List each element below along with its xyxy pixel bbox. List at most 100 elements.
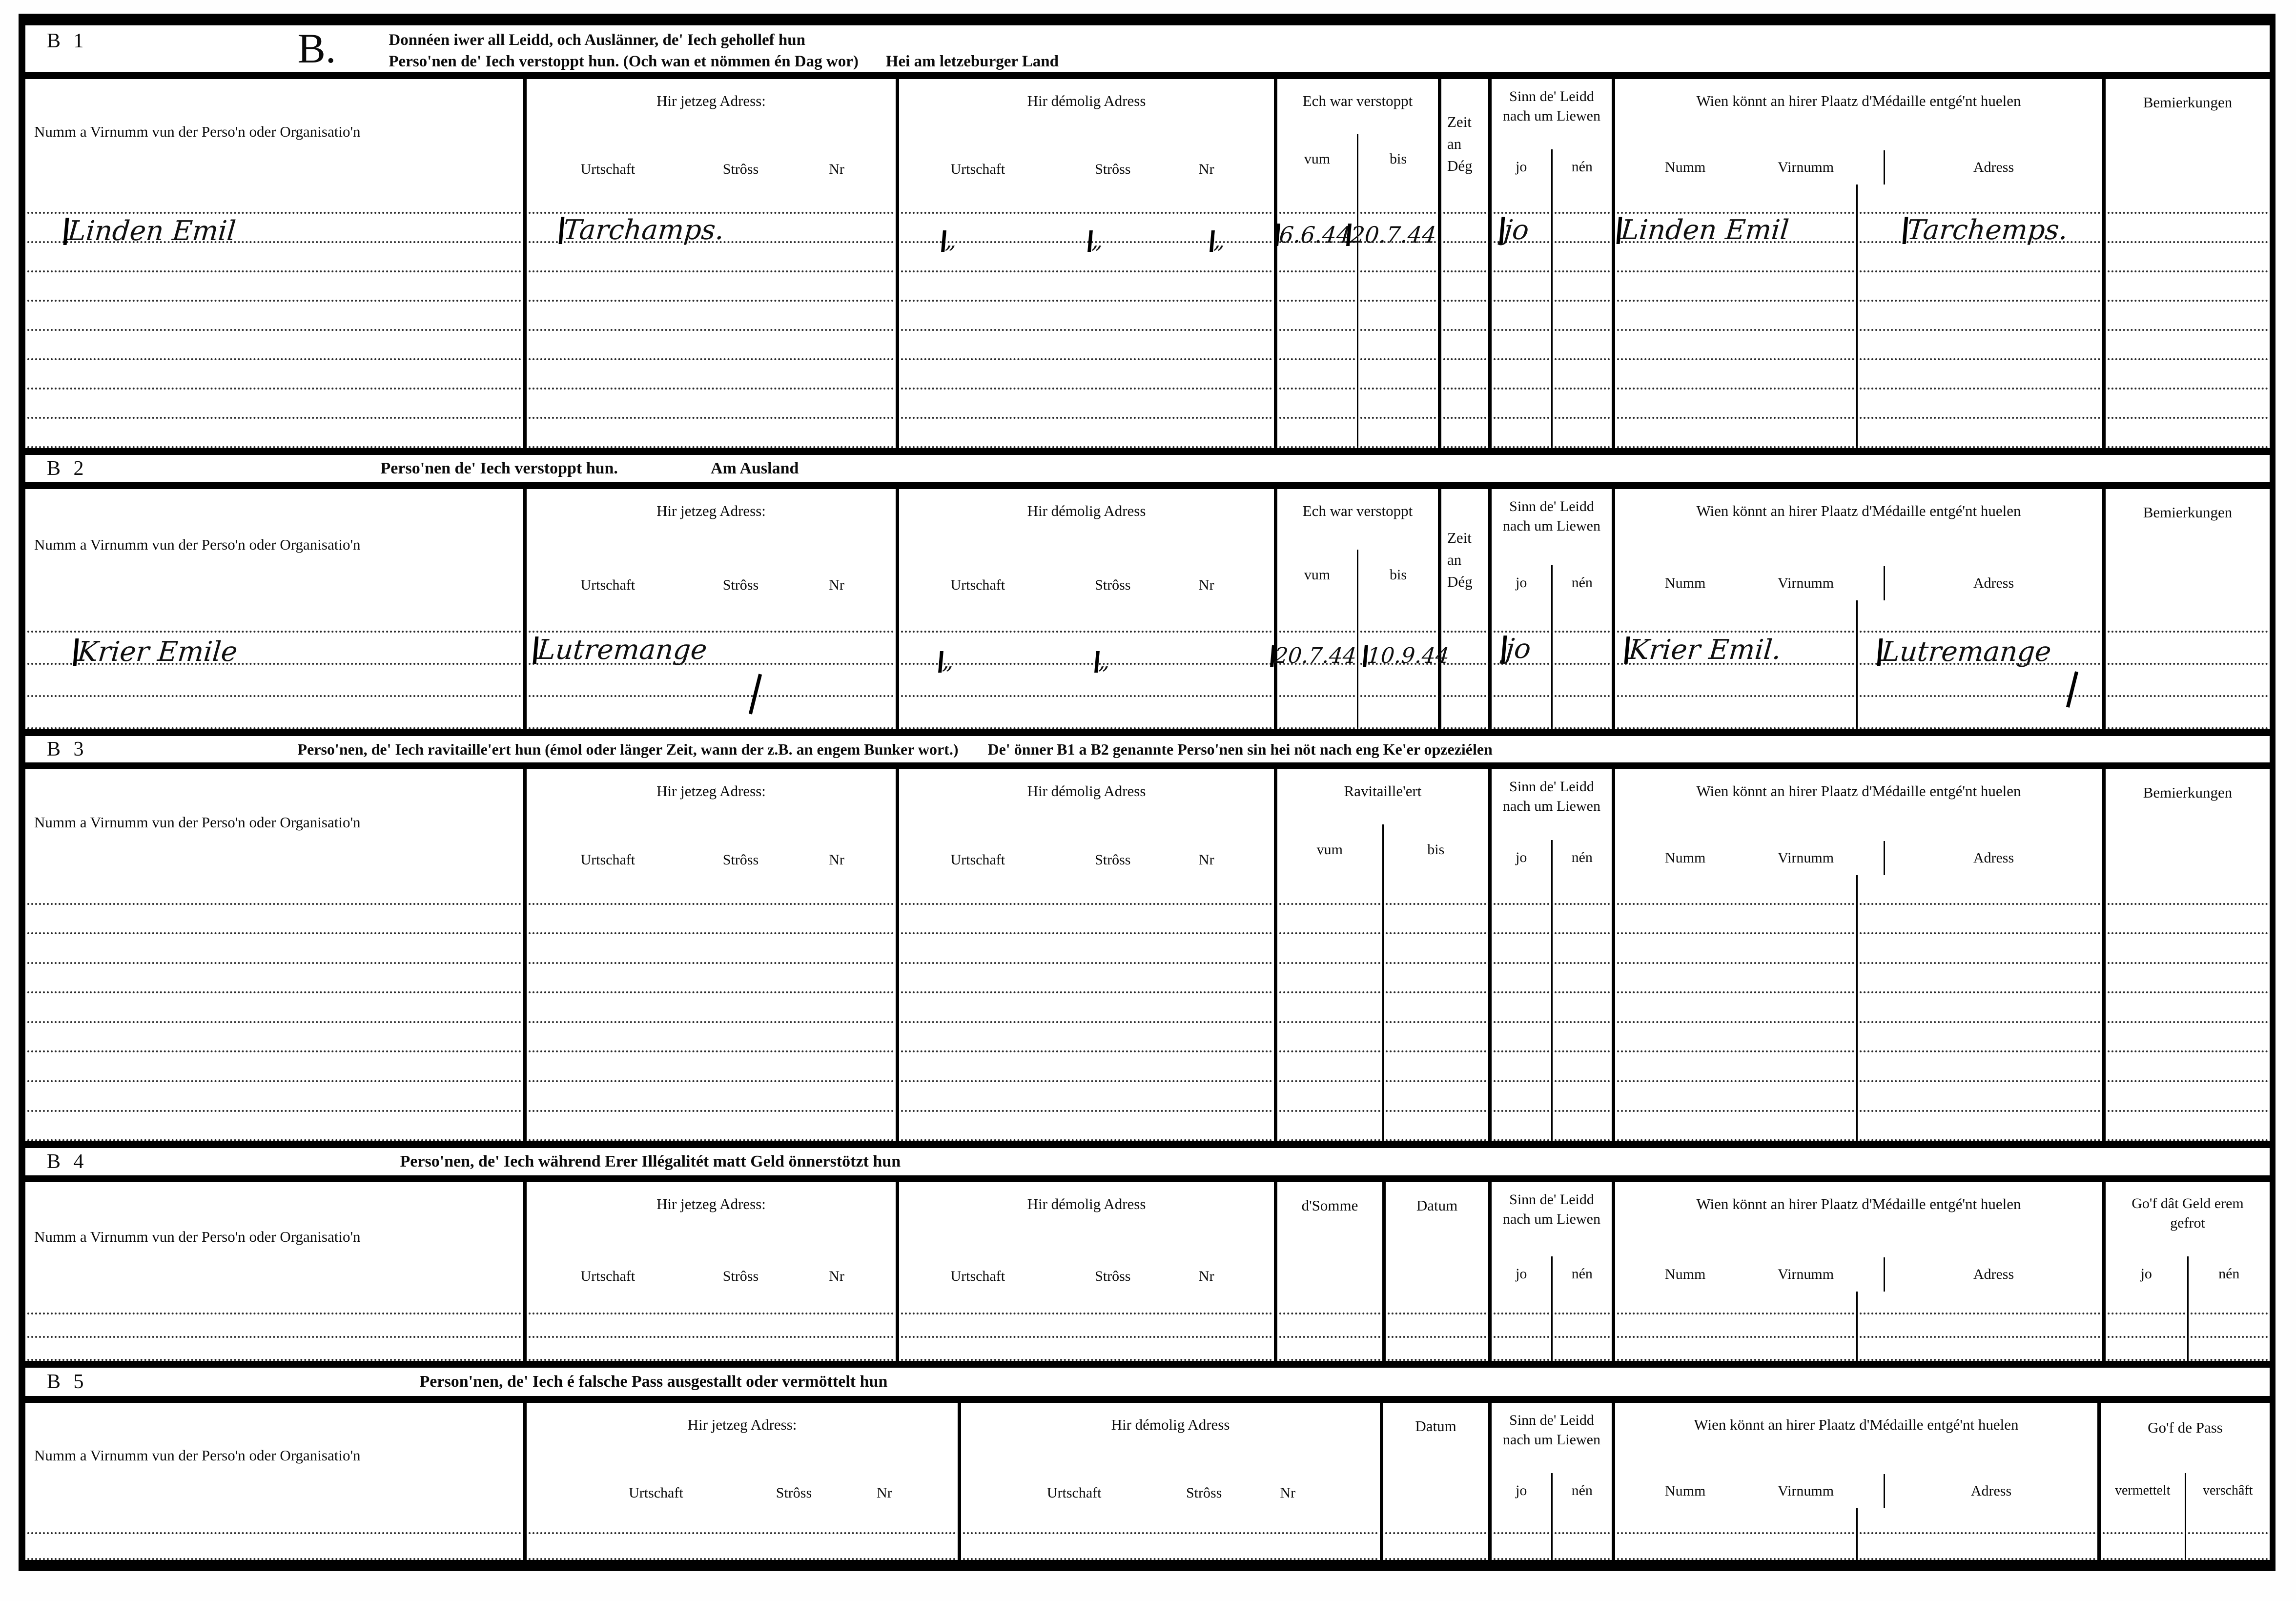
b5-cell-sinn xyxy=(1488,1508,1612,1560)
deg-word: Dég xyxy=(1447,573,1473,590)
handwriting-b2-med-adress: Lutremange xyxy=(1877,636,2052,668)
col-header-verstoppt: Ech war verstoppt vum bis xyxy=(1274,79,1438,185)
b5-cell-jetzeg xyxy=(523,1508,958,1560)
handwriting-b2-liewen-jo: jo xyxy=(1501,633,1532,665)
jetzeg-sublabels: Urtschaft Strôss Nr xyxy=(527,1474,958,1508)
col-header-verstoppt: Ech war verstoppt vum bis xyxy=(1274,489,1438,600)
label-stross: Strôss xyxy=(722,161,759,177)
gof-pass-label: Go'f de Pass xyxy=(2148,1419,2223,1436)
b5-column-headers: Numm a Virnumm vun der Perso'n oder Orga… xyxy=(25,1403,2270,1508)
medaille-sublabels: Numm Virnumm Adress xyxy=(1615,566,2102,600)
b5-cell-datum xyxy=(1380,1508,1488,1560)
b5-body xyxy=(25,1508,2270,1560)
b3-body xyxy=(25,875,2270,1142)
b4-cell-sinn xyxy=(1488,1292,1612,1361)
rule xyxy=(25,729,2270,736)
label-urtschaft: Urtschaft xyxy=(950,1268,1005,1284)
jetzeg-sublabels: Urtschaft Strôss Nr xyxy=(527,841,896,875)
col-header-datum: Datum xyxy=(1380,1403,1488,1508)
label-nr: Nr xyxy=(829,161,844,177)
b2-cell-bemierkungen xyxy=(2102,600,2270,729)
col-header-bemierkungen: Bemierkungen xyxy=(2102,79,2270,185)
label-stross: Strôss xyxy=(722,852,759,868)
jo-nen-sublabels: jo nén xyxy=(1492,1473,1612,1508)
label-urtschaft: Urtschaft xyxy=(950,577,1005,593)
col-header-gof-geld: Go'f dât Geld erem gefrot jo nén xyxy=(2102,1182,2270,1292)
b3-cell-ravitailleert xyxy=(1274,875,1488,1142)
demolig-label: Hir démolig Adress xyxy=(1027,1195,1146,1212)
label-numm: Numm xyxy=(1664,850,1706,866)
col-header-demolig-adress: Hir démolig Adress Urtschaft Strôss Nr xyxy=(896,79,1274,185)
label-urtschaft: Urtschaft xyxy=(950,161,1005,177)
label-nr: Nr xyxy=(829,1268,844,1284)
b2-body: Krier Emile Lutremange „ „ 20.7.44 10.9.… xyxy=(25,600,2270,729)
rule xyxy=(25,482,2270,489)
rule xyxy=(25,1396,2270,1403)
b1-cell-sinn xyxy=(1488,185,1612,448)
label-virnumm: Virnumm xyxy=(1778,850,1834,866)
label-numm: Numm xyxy=(1664,1266,1706,1282)
col-header-sinn-liewen: Sinn de' Leidd nach um Liewen jo nén xyxy=(1488,489,1612,600)
label-jo: jo xyxy=(1516,1266,1527,1282)
label-nen: nén xyxy=(1551,565,1612,600)
col-header-jetzeg-adress: Hir jetzeg Adress: Urtschaft Strôss Nr xyxy=(523,1403,958,1508)
b1-cell-jetzeg xyxy=(523,185,896,448)
section-id-b1: B 1 xyxy=(47,30,88,52)
jetzeg-label: Hir jetzeg Adress: xyxy=(656,782,766,800)
b2-cell-sinn xyxy=(1488,600,1612,729)
label-nen: nén xyxy=(1551,1473,1612,1508)
vum-bis-sublabels: vum bis xyxy=(1277,134,1438,185)
label-jo: jo xyxy=(2140,1266,2152,1282)
col-header-jetzeg-adress: Hir jetzeg Adress: Urtschaft Strôss Nr xyxy=(523,769,896,875)
section-id-b2: B 2 xyxy=(47,457,88,480)
medaille-sublabels: Numm Virnumm Adress xyxy=(1615,1474,2097,1508)
b3-cell-medaille xyxy=(1612,875,2102,1142)
label-urtschaft: Urtschaft xyxy=(580,577,636,593)
col-header-medaille: Wien könnt an hirer Plaatz d'Médaille en… xyxy=(1612,1182,2102,1292)
handwriting-b2-med-name: Krier Emil. xyxy=(1624,634,1783,666)
rule xyxy=(25,762,2270,769)
section-b1-titlebar: B 1 B. Donnéen iwer all Leidd, och Auslä… xyxy=(25,25,2270,72)
label-numm: Numm xyxy=(1664,1483,1706,1499)
ditto-mark: „ xyxy=(938,649,955,674)
vum-bis-sublabels: vum bis xyxy=(1277,824,1488,875)
col-header-zeit-an-deg: Zeit an Dég xyxy=(1438,489,1488,600)
col-header-name-org: Numm a Virnumm vun der Perso'n oder Orga… xyxy=(34,1447,361,1464)
label-stross: Strôss xyxy=(722,1268,759,1284)
b5-cell-gof-pass xyxy=(2097,1508,2270,1560)
label-stross: Strôss xyxy=(1095,161,1131,177)
handwriting-b2-vum: 20.7.44 xyxy=(1270,643,1357,668)
b3-title-note: De' önner B1 a B2 genannte Perso'nen sin… xyxy=(987,740,1493,758)
b2-column-headers: Numm a Virnumm vun der Perso'n oder Orga… xyxy=(25,489,2270,600)
label-nr: Nr xyxy=(829,852,844,868)
label-nen: nén xyxy=(1551,840,1612,875)
b1-body: Linden Emil Tarchamps. „ „ „ 6.6.44 20.7… xyxy=(25,185,2270,448)
col-header-medaille: Wien könnt an hirer Plaatz d'Médaille en… xyxy=(1612,1403,2097,1508)
label-urtschaft: Urtschaft xyxy=(1046,1485,1102,1501)
b4-title: Perso'nen, de' Iech während Erer Illégal… xyxy=(400,1152,901,1170)
label-nen: nén xyxy=(2187,1256,2270,1292)
b1-cell-bemierkungen xyxy=(2102,185,2270,448)
b3-cell-sinn xyxy=(1488,875,1612,1142)
demolig-sublabels: Urtschaft Strôss Nr xyxy=(961,1474,1380,1508)
label-nr: Nr xyxy=(1198,1268,1214,1284)
b2-title: Perso'nen de' Iech verstoppt hun. xyxy=(380,459,618,477)
b1-cell-zeit xyxy=(1438,185,1488,448)
b2-cell-name xyxy=(25,600,523,729)
ditto-mark: „ xyxy=(1210,228,1226,253)
b2-cell-verstoppt xyxy=(1274,600,1438,729)
label-adress: Adress xyxy=(1970,1483,2012,1499)
col-header-sinn-liewen: Sinn de' Leidd nach um Liewen jo nén xyxy=(1488,1182,1612,1292)
label-vum: vum xyxy=(1316,842,1343,858)
b4-cell-somme xyxy=(1274,1292,1382,1361)
handwriting-b1-name: Linden Emil xyxy=(63,215,237,247)
demolig-sublabels: Urtschaft Strôss Nr xyxy=(899,841,1274,875)
medaille-sublabels: Numm Virnumm Adress xyxy=(1615,841,2102,875)
label-urtschaft: Urtschaft xyxy=(580,1268,636,1284)
b1-title-line2a: Perso'nen de' Iech verstoppt hun. (Och w… xyxy=(389,53,859,70)
col-header-demolig-adress: Hir démolig Adress Urtschaft Strôss Nr xyxy=(896,769,1274,875)
an-word: an xyxy=(1447,135,1462,152)
b4-cell-datum xyxy=(1382,1292,1488,1361)
b1-title-line2b: Hei am letzeburger Land xyxy=(885,53,1059,70)
